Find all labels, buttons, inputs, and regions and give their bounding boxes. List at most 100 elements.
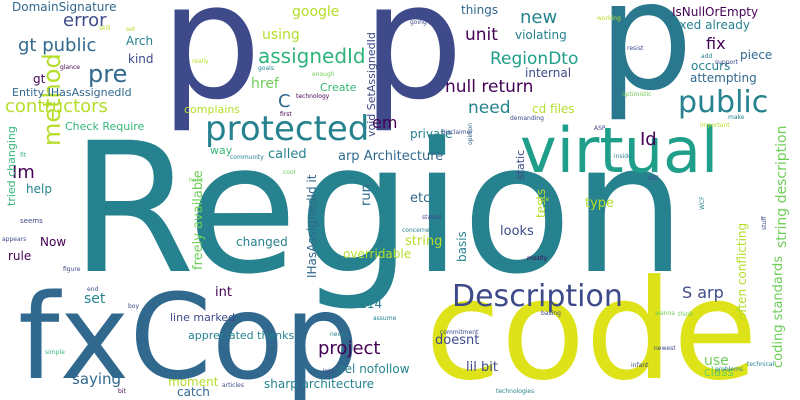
word: string	[405, 234, 443, 249]
word: end	[87, 286, 99, 293]
word: public	[678, 85, 769, 120]
word: bit	[118, 388, 126, 395]
word: C	[278, 91, 291, 112]
word: need	[468, 98, 511, 118]
word: private	[410, 127, 453, 141]
word: skill	[99, 25, 111, 32]
word: WCF	[699, 196, 706, 210]
word: RegionDto	[490, 49, 579, 69]
word: violating	[515, 28, 567, 42]
word: wanna	[655, 310, 675, 317]
word: optimistic	[622, 91, 652, 98]
word: changed	[236, 235, 288, 249]
word: gt	[33, 72, 46, 86]
word: overridable	[343, 247, 412, 261]
word: articles	[222, 382, 244, 389]
word: technologies	[496, 388, 535, 395]
word: type	[585, 196, 615, 211]
word: null return	[445, 77, 534, 97]
word: tests	[534, 188, 548, 218]
word: new	[520, 7, 558, 28]
word: basis	[455, 231, 469, 262]
word: tried changing	[5, 126, 18, 206]
word: etc	[410, 191, 431, 206]
word: important	[700, 122, 730, 129]
word: appears	[2, 236, 27, 243]
word: fit	[20, 152, 27, 159]
word: int	[215, 285, 232, 300]
word: assignedId	[258, 44, 366, 68]
word: make	[728, 114, 745, 121]
word: think	[678, 311, 694, 318]
word: coding standards	[771, 255, 786, 368]
word: error	[63, 10, 107, 31]
word: community	[230, 154, 264, 161]
word: enough	[312, 71, 335, 78]
word: Disclaimer	[441, 129, 473, 136]
word: static	[514, 149, 527, 180]
word: boy	[128, 303, 140, 310]
word: saying	[72, 370, 122, 388]
word: opinion	[467, 122, 474, 145]
word: Arch	[126, 34, 154, 48]
word: IHasAssignedId it	[305, 174, 319, 278]
word: Check Require	[65, 120, 145, 133]
word: internal	[525, 66, 572, 80]
word: fix	[706, 34, 726, 53]
word: protected	[205, 109, 370, 149]
word: seems	[20, 217, 43, 225]
word: going	[410, 19, 427, 26]
word: p	[362, 0, 464, 135]
word: arp Architecture	[338, 149, 444, 164]
word: complains	[184, 103, 241, 116]
word: rule	[8, 249, 32, 263]
word: newest	[654, 345, 676, 352]
word: Id	[640, 129, 657, 150]
word: Now	[40, 235, 67, 249]
word: cool	[283, 169, 296, 176]
word: newer	[330, 331, 349, 338]
word: lots	[323, 368, 334, 375]
word: kind	[128, 52, 154, 66]
word: string description	[774, 125, 790, 248]
word: piece	[740, 48, 773, 62]
word: code	[425, 250, 758, 400]
word: em	[372, 113, 398, 132]
word: catch	[177, 385, 210, 399]
word: hard	[189, 177, 203, 184]
word: infant	[631, 362, 649, 369]
word: technical	[747, 361, 775, 368]
word: one	[538, 196, 550, 203]
word: moment	[168, 375, 219, 389]
word: help	[26, 182, 52, 196]
word: use	[704, 353, 729, 369]
word: set	[126, 26, 136, 33]
word: class	[704, 365, 734, 379]
word: add	[701, 53, 713, 60]
word: things	[461, 3, 499, 17]
word: figure	[63, 266, 81, 273]
word: mostly	[527, 255, 548, 262]
word: still	[648, 175, 659, 182]
word: basing	[541, 310, 561, 317]
word: commitment	[440, 329, 479, 336]
word: p	[160, 0, 262, 135]
word: really	[192, 58, 209, 65]
word: way	[210, 144, 233, 157]
word: fxCop	[18, 268, 359, 400]
word: often conflicting	[735, 222, 749, 320]
word: attempting	[690, 71, 757, 85]
word: href	[251, 76, 279, 92]
word: appreciated thanks	[188, 329, 295, 342]
word: occurs	[691, 59, 731, 73]
word: inside	[614, 153, 632, 160]
word: fixed already	[672, 18, 750, 32]
word: using	[262, 27, 300, 43]
word: working	[597, 15, 621, 22]
word: line marked	[170, 311, 236, 324]
word: rel nofollow	[340, 362, 410, 376]
word: set	[84, 291, 106, 307]
word: concerned	[402, 227, 434, 234]
word: p	[598, 0, 694, 124]
